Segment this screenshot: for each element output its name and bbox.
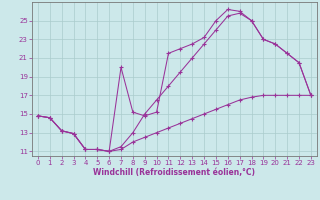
X-axis label: Windchill (Refroidissement éolien,°C): Windchill (Refroidissement éolien,°C) bbox=[93, 168, 255, 177]
